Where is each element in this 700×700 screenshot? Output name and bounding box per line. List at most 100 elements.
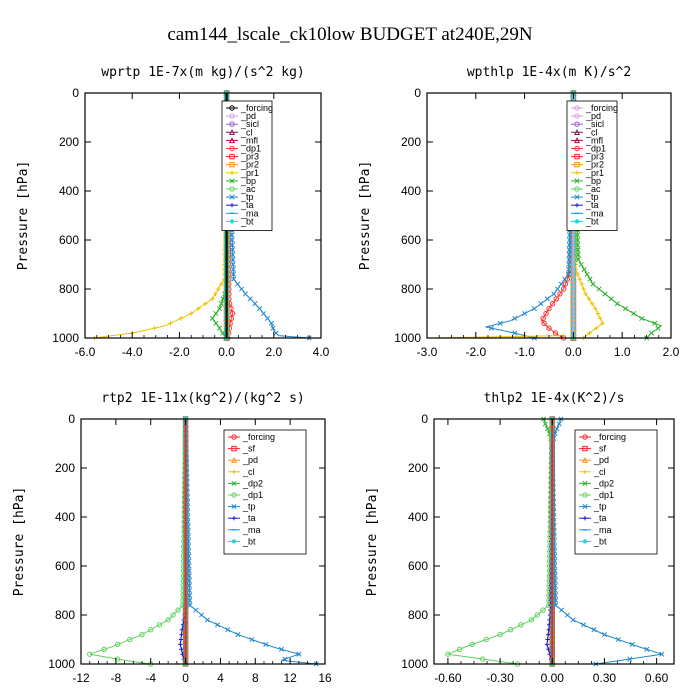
legend-label: _dp1: [585, 144, 606, 154]
legend-item: _mfl: [571, 135, 603, 145]
data-marker: [566, 252, 572, 258]
data-marker: [178, 642, 183, 647]
data-marker: [593, 306, 598, 311]
data-marker: [187, 602, 193, 608]
data-marker: [512, 330, 518, 336]
legend-item: _dp1: [226, 144, 261, 154]
y-tick-label: 800: [401, 282, 421, 296]
data-marker: [546, 305, 552, 312]
data-marker: [562, 276, 568, 282]
data-marker: [187, 587, 193, 594]
data-marker: [615, 636, 621, 643]
legend-label: _tp: [240, 192, 254, 202]
legend-marker: [231, 445, 237, 452]
legend-label: _pr3: [585, 152, 604, 162]
legend-label: _ma: [585, 208, 604, 218]
series-line-pr1: [94, 92, 228, 339]
data-marker: [179, 632, 184, 637]
series-markers-pr1: [92, 90, 229, 341]
data-marker: [261, 310, 267, 317]
data-marker: [564, 612, 570, 618]
legend: _forcing _sf_pd _cl_dp2 _dp1 _tp_ta _ma_bt: [223, 429, 307, 555]
data-marker: [225, 627, 231, 633]
y-tick-label: 400: [408, 510, 428, 524]
legend-item: _forcing: [571, 103, 618, 113]
data-marker: [614, 301, 620, 307]
data-marker: [210, 296, 215, 301]
legend-item: _bp: [571, 176, 601, 186]
legend-marker: [231, 504, 237, 510]
data-marker: [553, 296, 560, 302]
data-marker: [179, 647, 184, 652]
legend-item: _ac: [571, 184, 601, 194]
data-marker: [101, 646, 107, 652]
legend: _forcing_pd_sicl_cl_mfl_dp1_pr3_pr2_pr1_…: [566, 100, 618, 231]
legend-item: _dp1: [228, 490, 263, 500]
legend-marker: [228, 137, 236, 144]
data-marker: [531, 306, 537, 312]
data-marker: [213, 320, 219, 326]
data-marker: [178, 316, 184, 321]
legend-label: _ta: [585, 200, 599, 210]
x-tick-label: 12: [283, 671, 297, 685]
y-tick-label: 1000: [401, 657, 428, 671]
data-marker: [114, 641, 121, 648]
data-marker: [229, 242, 235, 248]
data-marker: [538, 301, 544, 307]
data-marker: [601, 632, 607, 638]
x-tick-label: -12: [72, 671, 90, 685]
data-marker: [187, 592, 193, 598]
legend-marker: [573, 137, 581, 144]
legend-item: _sicl: [226, 119, 259, 129]
data-marker: [549, 301, 556, 307]
legend-marker: [582, 516, 588, 521]
y-axis-label: Pressure [hPa]: [365, 487, 380, 597]
legend-item: _pd: [226, 111, 256, 121]
data-marker: [589, 301, 595, 306]
data-marker: [566, 257, 572, 263]
data-marker: [186, 573, 192, 579]
legend-item: _dp2: [579, 478, 614, 488]
y-tick-label: 600: [401, 233, 421, 247]
legend-label: _sf: [242, 444, 256, 454]
data-marker: [198, 612, 205, 618]
data-marker: [542, 421, 548, 427]
legend-item: _pr1: [226, 168, 259, 178]
legend-label: _pd: [242, 455, 258, 465]
data-marker: [652, 320, 658, 326]
data-marker: [257, 306, 263, 312]
series-markers-dp1: [445, 416, 555, 667]
legend-item: _pr3: [226, 152, 259, 162]
legend-label: _bt: [242, 536, 256, 546]
data-marker: [577, 277, 582, 282]
data-marker: [551, 291, 557, 297]
data-marker: [252, 301, 258, 307]
data-marker: [575, 237, 581, 243]
legend-label: _bt: [585, 216, 599, 226]
legend-item: _cl: [228, 467, 255, 477]
legend-label: _ta: [593, 513, 607, 523]
data-marker: [229, 237, 235, 243]
panel-4: thlp2 1E-4x(K^2)/s Pressure [hPa] -0.60 -0.…: [365, 391, 675, 685]
legend-marker: [574, 194, 580, 200]
legend-item: _bt: [571, 216, 599, 226]
data-marker: [229, 232, 235, 238]
data-marker: [566, 266, 572, 272]
data-marker: [578, 261, 584, 268]
legend-item: _forcing: [226, 103, 273, 113]
data-marker: [554, 286, 561, 292]
data-marker: [235, 281, 241, 287]
legend-marker: [229, 162, 235, 168]
data-marker: [644, 646, 650, 652]
legend-label: _pr1: [240, 168, 259, 178]
panel-3: rtp2 1E-11x(kg^2)/(kg^2 s) Pressure [hPa]…: [12, 391, 332, 685]
legend-item: _pr2: [226, 160, 259, 170]
legend-label: _tp: [242, 502, 256, 512]
data-marker: [575, 272, 580, 277]
data-marker: [247, 296, 253, 302]
data-marker: [558, 281, 564, 287]
data-marker: [497, 320, 503, 326]
legend-marker: [582, 539, 588, 544]
data-marker: [566, 247, 572, 253]
data-marker: [263, 641, 269, 647]
